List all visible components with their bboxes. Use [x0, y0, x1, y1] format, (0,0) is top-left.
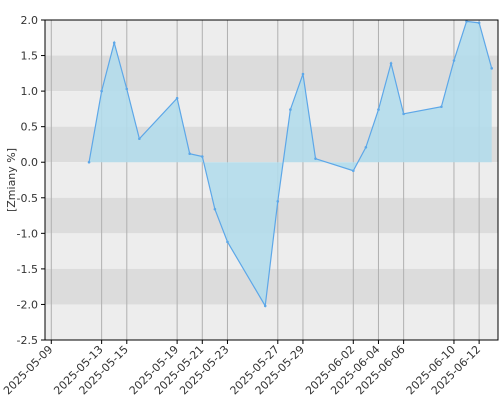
- y-tick-label: -1.0: [17, 227, 38, 240]
- data-point: [301, 72, 305, 76]
- y-axis-ticks: 2.0 1.5 1.0 0.5 0.0 -0.5 -1.0 -1.5 -2.0 -2.5: [17, 14, 45, 347]
- data-point: [465, 20, 468, 23]
- grid-band: [45, 304, 498, 340]
- y-tick-label: 1.5: [21, 50, 39, 63]
- grid-band: [45, 20, 498, 56]
- data-point: [138, 137, 141, 141]
- data-point: [188, 152, 192, 155]
- y-tick-label: 1.0: [21, 85, 39, 98]
- data-point: [226, 240, 229, 244]
- data-point: [289, 108, 292, 111]
- data-point: [402, 112, 405, 116]
- y-tick-label: -2.5: [17, 334, 38, 347]
- data-point: [389, 62, 393, 65]
- y-tick-label: 2.0: [21, 14, 39, 27]
- data-point: [200, 155, 204, 158]
- data-point: [377, 108, 380, 111]
- y-axis-title: [Zmiany %]: [5, 148, 18, 212]
- data-point: [351, 169, 355, 173]
- data-point: [440, 105, 443, 109]
- data-point: [477, 21, 481, 25]
- y-tick-label: -2.0: [17, 298, 38, 311]
- data-point: [112, 41, 116, 45]
- x-tick-label: 2025-05-09: [1, 343, 55, 397]
- y-tick-label: 0.5: [21, 121, 39, 134]
- y-tick-label: 0.0: [21, 156, 39, 169]
- grid-band: [45, 268, 498, 305]
- area-fill: [89, 21, 492, 306]
- series-area: [87, 20, 494, 308]
- y-tick-label: -0.5: [17, 192, 38, 205]
- y-tick-label: -1.5: [17, 263, 38, 276]
- data-point: [175, 96, 179, 100]
- data-point: [276, 200, 280, 203]
- data-point: [213, 207, 217, 211]
- data-point: [87, 160, 91, 164]
- data-point: [263, 304, 267, 308]
- plot-border: [44, 19, 499, 341]
- x-axis-ticks: 2025-05-092025-05-132025-05-152025-05-19…: [1, 340, 483, 397]
- data-point: [100, 89, 103, 93]
- data-point: [364, 145, 368, 149]
- data-point: [452, 59, 456, 62]
- data-point: [125, 87, 129, 91]
- data-point: [314, 157, 317, 160]
- plot-frame: [44, 19, 499, 341]
- data-point: [490, 67, 494, 70]
